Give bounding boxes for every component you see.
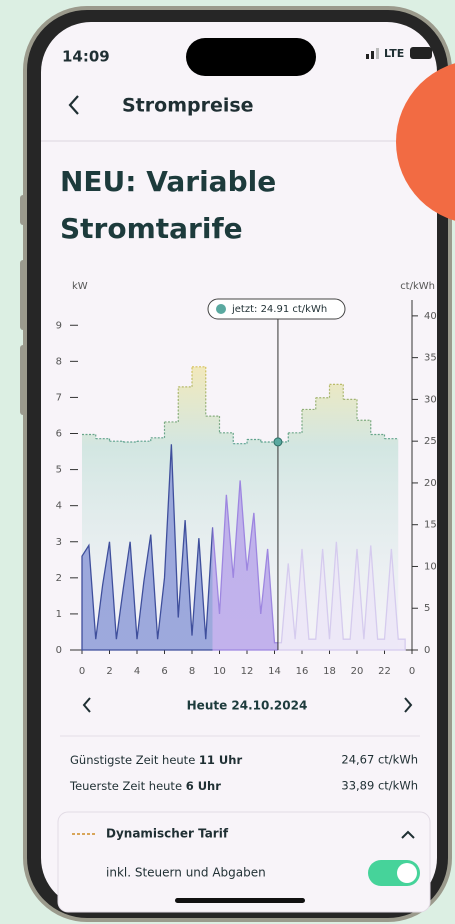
x-tick-label: 8 — [189, 666, 195, 677]
y-tick-label: 3 — [56, 537, 62, 548]
tariff-card — [57, 811, 431, 913]
home-indicator — [175, 898, 305, 903]
row-label: Teuerste Zeit heute 6 Uhr — [69, 779, 221, 793]
y2-tick-label: 40 — [424, 311, 437, 322]
y-tick-label: 1 — [56, 609, 62, 620]
x-tick-label: 6 — [161, 666, 167, 677]
consumption-area — [81, 444, 406, 651]
x-tick-label: 22 — [378, 666, 391, 677]
battery — [410, 47, 432, 59]
option-label: inkl. Steuern und Abgaben — [106, 866, 266, 880]
next-day[interactable] — [404, 697, 413, 713]
x-tick-label: 0 — [409, 666, 415, 677]
y-tick-label: 2 — [56, 573, 62, 584]
y-axis-label: kW — [72, 281, 88, 292]
x-tick-label: 4 — [134, 666, 140, 677]
heading: NEU: Variable — [60, 165, 276, 198]
row-label-text: Teuerste Zeit heute — [69, 779, 182, 793]
y-tick-label: 0 — [56, 645, 62, 656]
y2-axis-label: ct/kWh — [400, 281, 435, 292]
y2-tick-label: 25 — [424, 436, 437, 447]
status-network: LTE — [384, 47, 404, 60]
row-price: 33,89 ct/kWh — [341, 779, 418, 793]
y2-tick-label: 10 — [424, 561, 437, 572]
x-tick-label: 10 — [213, 666, 226, 677]
tooltip-dot — [216, 304, 226, 314]
header-title: Strompreise — [122, 95, 254, 117]
decor-circle — [396, 63, 455, 221]
row-price: 24,67 ct/kWh — [341, 753, 418, 767]
date: Heute 24.10.2024 — [187, 699, 308, 713]
now-point — [273, 437, 283, 447]
signal — [366, 54, 369, 59]
y2-tick-label: 35 — [424, 353, 437, 364]
y-tick-label: 6 — [56, 429, 62, 440]
tooltip — [207, 298, 346, 320]
x-tick-label: 14 — [268, 666, 281, 677]
row-label-text: Günstigste Zeit heute — [70, 753, 195, 767]
status-time: 14:09 — [62, 48, 110, 66]
y-tick-label: 4 — [56, 501, 62, 512]
tooltip-text: jetzt: 24.91 ct/kWh — [231, 304, 327, 315]
summary: Günstigste Zeit heute 11 Uhr 24,67 ct/kWh… — [69, 753, 418, 793]
toggle-knob — [397, 863, 417, 883]
x-tick-label: 18 — [323, 666, 336, 677]
row-time: 6 Uhr — [186, 779, 222, 793]
y2-tick-label: 20 — [424, 478, 437, 489]
back-button[interactable] — [68, 95, 79, 115]
signal — [376, 48, 379, 59]
heading: Stromtarife — [60, 212, 243, 245]
collapse[interactable] — [401, 830, 415, 839]
y2-tick-label: 15 — [424, 520, 437, 531]
legend-label: Dynamischer Tarif — [106, 827, 229, 841]
y-tick-label: 7 — [56, 392, 62, 403]
y2-tick-label: 5 — [424, 603, 430, 614]
y-tick-label: 8 — [56, 356, 62, 367]
x-tick-label: 20 — [351, 666, 364, 677]
prev-day[interactable] — [82, 697, 91, 713]
y-tick-label: 5 — [56, 465, 62, 476]
x-tick-label: 12 — [241, 666, 254, 677]
row-label: Günstigste Zeit heute 11 Uhr — [70, 753, 242, 767]
x-tick-label: 16 — [296, 666, 309, 677]
dynamic-island — [186, 38, 316, 76]
y2-tick-label: 0 — [424, 645, 430, 656]
x-tick-label: 2 — [106, 666, 112, 677]
signal — [371, 51, 374, 59]
x-tick-label: 0 — [79, 666, 85, 677]
y2-tick-label: 30 — [424, 394, 437, 405]
y-tick-label: 9 — [56, 320, 62, 331]
row-time: 11 Uhr — [199, 753, 243, 767]
